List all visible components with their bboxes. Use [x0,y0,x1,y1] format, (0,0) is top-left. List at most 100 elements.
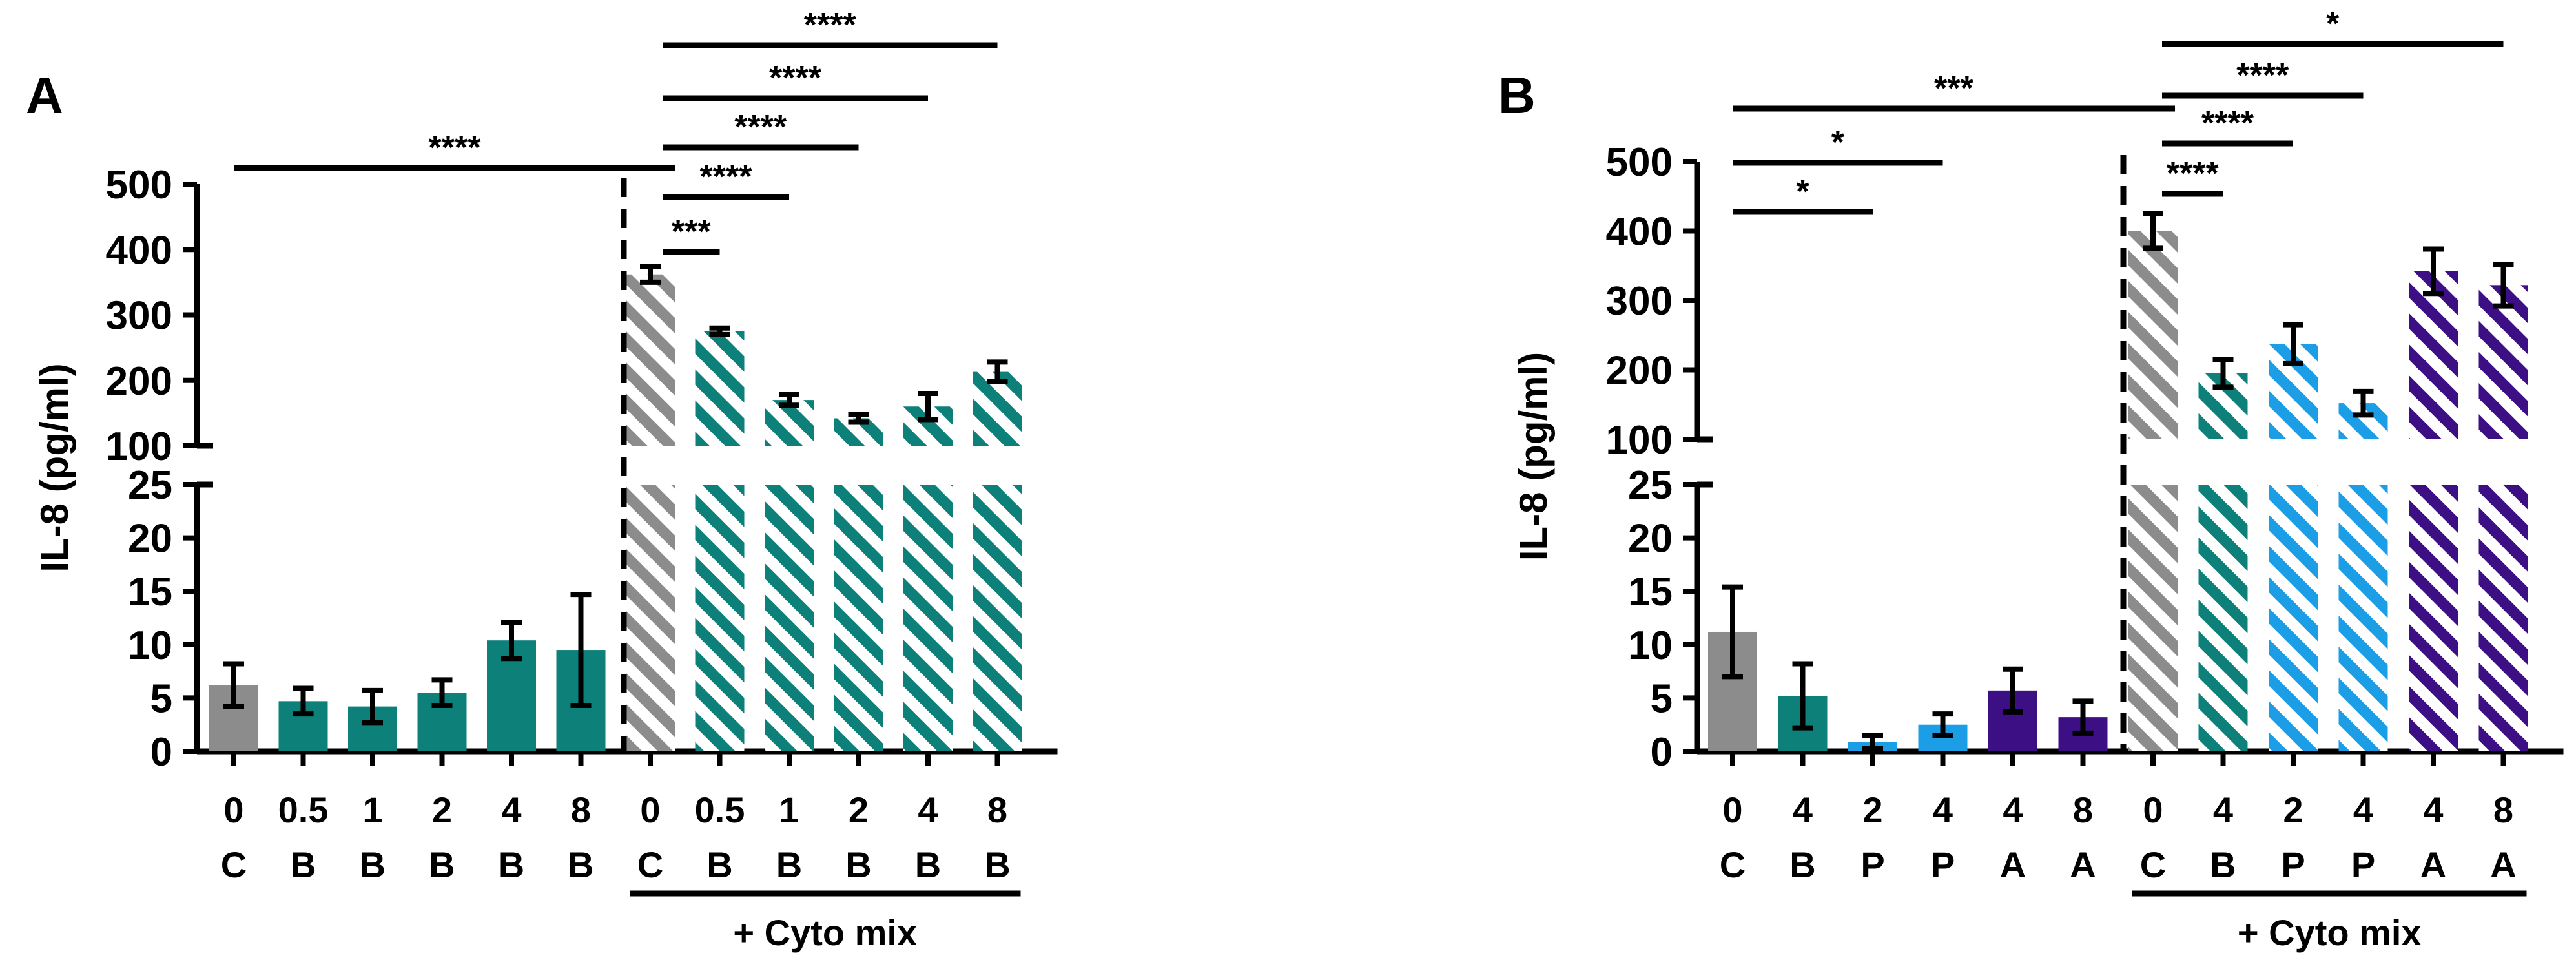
x-tick-label-treatment: A [2490,844,2516,885]
bar [2128,231,2178,439]
x-tick-label-dose: 8 [987,789,1007,830]
x-tick-label-treatment: B [845,844,871,885]
significance-label: * [1796,173,1809,211]
bar [626,274,675,446]
x-tick-label-dose: 2 [849,789,869,830]
x-tick-label-dose: 4 [501,789,521,830]
bar-lower-segment [2198,485,2248,751]
y-tick-label: 20 [1628,517,1673,561]
x-tick-label-dose: 0 [1722,789,1742,830]
x-tick-label-treatment: P [1931,844,1955,885]
x-tick-label-dose: 0 [223,789,243,830]
group-label: + Cyto mix [2238,912,2422,953]
significance-label: **** [429,129,482,167]
x-tick-label-dose: 4 [2353,789,2373,830]
x-tick-label-treatment: B [915,844,941,885]
x-tick-label-treatment: P [1860,844,1884,885]
x-tick-label-dose: 8 [2073,789,2093,830]
panel-a-chart: AIL-8 (pg/ml) 10020030040050005101520250C… [26,6,1058,953]
x-tick-label-dose: 2 [432,789,452,830]
significance-label: *** [672,213,711,251]
x-tick-label-dose: 4 [2213,789,2233,830]
bar-lower-segment [2409,485,2458,751]
y-tick-label: 300 [106,294,172,339]
y-tick-label: 25 [128,463,172,508]
bar-lower-segment [695,485,745,751]
x-tick-label-treatment: P [2281,844,2305,885]
x-tick-label-treatment: C [637,844,663,885]
significance-label: *** [1934,70,1973,107]
x-tick-label-treatment: B [568,844,593,885]
x-tick-label-dose: 4 [918,789,938,830]
significance-label: **** [700,158,753,196]
panel-b-chart: BIL-8 (pg/ml) 10020030040050005101520250C… [1498,5,2564,953]
x-tick-label-treatment: A [2070,844,2096,885]
x-tick-label-treatment: B [499,844,524,885]
x-tick-label-treatment: C [1720,844,1746,885]
bar [695,331,745,446]
y-tick-label: 0 [150,730,172,775]
y-tick-label: 5 [150,676,172,721]
significance-label: * [2326,5,2340,43]
bar-lower-segment [903,485,953,751]
y-tick-label: 400 [1606,210,1673,255]
bar-lower-segment [765,485,814,751]
bar-lower-segment [973,485,1022,751]
x-tick-label-treatment: C [2140,844,2166,885]
y-tick-label: 15 [1628,570,1673,614]
y-tick-label: 5 [1651,676,1673,721]
x-tick-label-treatment: B [290,844,316,885]
panel-label: A [26,67,63,124]
x-tick-label-dose: 8 [571,789,591,830]
bar-lower-segment [2338,485,2388,751]
x-tick-label-treatment: B [984,844,1010,885]
x-tick-label-dose: 0 [2143,789,2163,830]
x-tick-label-dose: 4 [1933,789,1953,830]
x-tick-label-dose: 0.5 [278,789,329,830]
x-tick-label-treatment: B [776,844,802,885]
significance-label: * [1831,124,1845,162]
x-tick-label-dose: 0.5 [695,789,745,830]
x-tick-label-dose: 1 [779,789,799,830]
x-tick-label-treatment: B [360,844,386,885]
y-tick-label: 100 [1606,418,1673,463]
y-tick-label: 400 [106,228,172,273]
x-tick-label-dose: 2 [2283,789,2303,830]
x-tick-label-treatment: B [706,844,732,885]
x-tick-label-dose: 4 [2003,789,2023,830]
significance-label: **** [804,6,857,44]
bar-lower-segment [2128,485,2178,751]
bar [2409,271,2458,439]
bar-lower-segment [626,485,675,751]
y-tick-label: 500 [106,163,172,207]
y-tick-label: 0 [1651,730,1673,775]
x-tick-label-treatment: B [2210,844,2236,885]
panel-label: B [1498,67,1536,124]
y-tick-label: 15 [128,570,172,614]
x-tick-label-treatment: C [221,844,247,885]
bar-lower-segment [2478,485,2528,751]
y-tick-label: 200 [1606,349,1673,393]
x-tick-label-treatment: P [2351,844,2375,885]
x-tick-label-treatment: B [1789,844,1815,885]
x-tick-label-treatment: B [429,844,455,885]
x-tick-label-treatment: A [2000,844,2026,885]
y-tick-label: 500 [1606,140,1673,185]
x-tick-label-dose: 1 [362,789,382,830]
y-axis-label: IL-8 (pg/ml) [1512,352,1555,561]
y-tick-label: 200 [106,359,172,404]
y-tick-label: 25 [1628,463,1673,508]
significance-label: **** [769,59,822,97]
y-tick-label: 300 [1606,279,1673,324]
group-label: + Cyto mix [733,912,917,953]
y-tick-label: 10 [128,623,172,668]
y-tick-label: 10 [1628,623,1673,668]
bar-lower-segment [834,485,883,751]
significance-label: **** [734,109,787,146]
x-tick-label-dose: 8 [2493,789,2513,830]
bar-lower-segment [2269,485,2318,751]
x-tick-label-dose: 2 [1862,789,1882,830]
significance-label: **** [2236,57,2289,94]
bar [2478,285,2528,439]
